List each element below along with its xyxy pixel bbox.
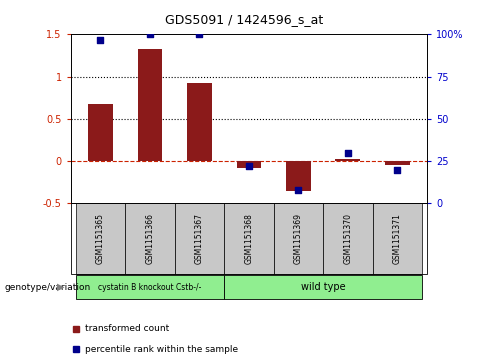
Point	[393, 167, 401, 172]
Bar	[372, 203, 422, 274]
Bar	[125, 203, 175, 274]
Text: transformed count: transformed count	[85, 324, 170, 333]
Bar	[385, 161, 410, 165]
Point	[97, 37, 104, 42]
Point	[294, 187, 302, 193]
Text: GSM1151368: GSM1151368	[244, 213, 253, 264]
Bar	[138, 49, 163, 161]
Bar	[224, 203, 274, 274]
Text: GSM1151366: GSM1151366	[145, 213, 154, 264]
Text: GSM1151369: GSM1151369	[294, 213, 303, 264]
Text: ▶: ▶	[57, 282, 65, 292]
Bar	[76, 203, 125, 274]
Bar	[224, 275, 422, 299]
Bar	[237, 161, 261, 168]
Bar	[274, 203, 323, 274]
Bar	[323, 203, 372, 274]
Text: GSM1151371: GSM1151371	[393, 213, 402, 264]
Text: wild type: wild type	[301, 282, 346, 292]
Bar	[335, 159, 360, 161]
Bar	[88, 104, 113, 161]
Bar	[76, 275, 224, 299]
Text: GDS5091 / 1424596_s_at: GDS5091 / 1424596_s_at	[165, 13, 323, 26]
Point	[196, 32, 203, 37]
Point	[344, 150, 352, 155]
Point	[146, 32, 154, 37]
Text: GSM1151367: GSM1151367	[195, 213, 204, 264]
Point	[245, 163, 253, 169]
Text: percentile rank within the sample: percentile rank within the sample	[85, 345, 239, 354]
Text: genotype/variation: genotype/variation	[5, 283, 91, 291]
Bar	[175, 203, 224, 274]
Text: GSM1151370: GSM1151370	[344, 213, 352, 264]
Bar	[187, 83, 212, 161]
Text: cystatin B knockout Cstb-/-: cystatin B knockout Cstb-/-	[98, 283, 202, 291]
Text: GSM1151365: GSM1151365	[96, 213, 105, 264]
Bar	[286, 161, 311, 191]
